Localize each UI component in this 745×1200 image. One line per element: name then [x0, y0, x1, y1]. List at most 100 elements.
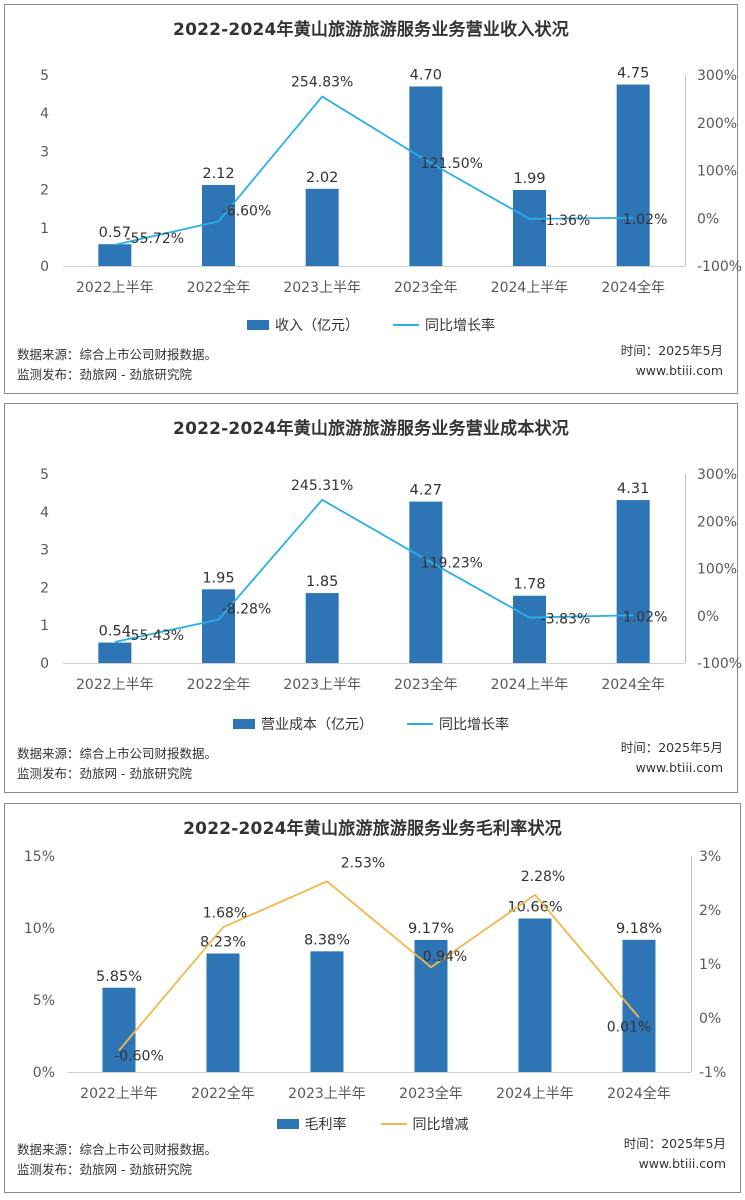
bar [622, 939, 656, 1072]
revenue-chart-panel: 2022-2024年黄山旅游旅游服务业务营业收入状况 0 1 2 3 4 5 -100% 0%… [4, 4, 742, 394]
x-tick-label: 2022全年 [191, 1085, 255, 1102]
y2-tick-label: 1% [699, 957, 721, 973]
y-tick-label: 3 [40, 144, 49, 160]
line-data-label: 254.83% [291, 75, 353, 91]
x-tick-label: 2024全年 [601, 676, 665, 693]
bar-data-label: 4.31 [617, 481, 649, 497]
line-data-label: -3.83% [541, 612, 591, 628]
series-line [114, 498, 634, 643]
y2-tick-label: -100% [697, 656, 742, 672]
meta-note: 时间：2025年5月 www.btiii.com [624, 1134, 726, 1174]
legend-line-label: 同比增减 [412, 1117, 469, 1133]
legend-bar-label: 营业成本（亿元） [261, 717, 373, 733]
bar [513, 189, 546, 266]
bar-data-label: 1.78 [513, 577, 545, 593]
bar-data-label: 5.85% [96, 969, 142, 985]
legend-line-swatch [380, 1123, 407, 1125]
y-tick-label: 1 [40, 221, 49, 237]
bar [98, 642, 132, 663]
bar-data-label: 0.54 [99, 624, 131, 640]
line-data-label: 0.01% [607, 1019, 651, 1035]
x-tick-label: 2024上半年 [491, 280, 569, 296]
y-tick-label: 0 [40, 656, 49, 672]
legend-line-label: 同比增长率 [425, 318, 495, 334]
line-data-label: -6.60% [222, 203, 272, 219]
y2-tick-label: 3% [699, 849, 721, 865]
line-data-label: 2.28% [521, 869, 565, 885]
y2-tick-label: 100% [697, 562, 737, 578]
bar [414, 939, 448, 1072]
legend-bar-swatch [233, 719, 255, 729]
x-tick-label: 2023全年 [394, 676, 458, 693]
x-tick-label: 2022全年 [187, 676, 251, 693]
y-tick-label: 2 [40, 580, 49, 596]
y-tick-label: 1 [40, 618, 49, 634]
bar-data-label: 0.57 [99, 225, 131, 241]
chart-legend: 毛利率 同比增减 [5, 1114, 740, 1134]
chart-title: 2022-2024年黄山旅游旅游服务业务营业收入状况 [173, 20, 569, 40]
bar [616, 500, 650, 663]
bar [513, 595, 546, 663]
time-line: 时间：2025年5月 [620, 343, 723, 358]
margin-chart-svg: 0% 5% 10% 15% -1% 0% 1% 2% 3% 2022上半年 2022全年 2023上半… [24, 849, 726, 1102]
x-tick-label: 2024全年 [607, 1085, 671, 1102]
y-tick-label: 4 [40, 106, 49, 122]
bar-data-label: 4.70 [410, 67, 442, 83]
line-data-label: -8.28% [222, 602, 272, 618]
bar [206, 953, 240, 1072]
site-line: www.btiii.com [635, 760, 723, 775]
line-data-label: 1.02% [623, 212, 667, 228]
bar [202, 185, 235, 266]
y2-tick-label: 0% [697, 609, 719, 625]
bar-data-label: 9.18% [616, 921, 662, 937]
cost-chart-panel: 2022-2024年黄山旅游旅游服务业务营业成本状况 0 1 2 3 4 5 -100% 0%… [4, 403, 742, 793]
site-line: www.btiii.com [638, 1156, 726, 1171]
bar-data-label: 9.17% [408, 921, 454, 937]
x-tick-label: 2023全年 [394, 279, 458, 296]
line-data-label: -55.72% [126, 231, 184, 247]
x-tick-label: 2023上半年 [283, 280, 361, 296]
y-tick-label: 15% [24, 849, 55, 865]
y-tick-label: 5 [40, 467, 49, 483]
legend-bar-swatch [276, 1119, 299, 1129]
bar [202, 589, 235, 663]
source-line: 数据来源：综合上市公司财报数据。 [17, 1142, 218, 1157]
chart-legend: 收入（亿元） 同比增长率 [5, 315, 737, 335]
line-data-label: 121.50% [421, 156, 483, 172]
revenue-chart-svg: 0 1 2 3 4 5 -100% 0% 100% 200% 300% 2022上半年 2022全年 20… [40, 66, 742, 296]
source-note: 数据来源：综合上市公司财报数据。 监测发布：劲旅网 - 劲旅研究院 [17, 345, 217, 385]
source-note: 数据来源：综合上市公司财报数据。 监测发布：劲旅网 - 劲旅研究院 [17, 744, 217, 784]
publisher-line: 监测发布：劲旅网 - 劲旅研究院 [17, 766, 192, 781]
y2-tick-label: 0% [699, 1011, 721, 1027]
bar-data-label: 1.99 [513, 171, 545, 187]
bar-data-label: 8.23% [200, 934, 246, 950]
x-tick-label: 2022上半年 [76, 677, 154, 693]
x-tick-label: 2024上半年 [496, 1086, 574, 1102]
y2-tick-label: 200% [697, 116, 737, 132]
line-data-label: 1.68% [203, 905, 247, 921]
meta-note: 时间：2025年5月 www.btiii.com [621, 341, 723, 381]
y-tick-label: 4 [40, 505, 49, 521]
source-note: 数据来源：综合上市公司财报数据。 监测发布：劲旅网 - 劲旅研究院 [17, 1140, 217, 1180]
line-data-label: 119.23% [421, 555, 483, 571]
bar [310, 951, 344, 1072]
source-line: 数据来源：综合上市公司财报数据。 [17, 347, 218, 362]
y2-tick-label: -1% [699, 1065, 726, 1081]
y2-tick-label: 300% [697, 467, 737, 483]
chart-legend: 营业成本（亿元） 同比增长率 [5, 714, 737, 734]
y2-tick-label: 2% [699, 903, 721, 919]
bar [102, 987, 136, 1072]
cost-chart-svg: 0 1 2 3 4 5 -100% 0% 100% 200% 300% 2022上半年 2022全年 20… [40, 467, 742, 693]
y-tick-label: 5% [33, 993, 55, 1009]
bar-data-label: 2.02 [306, 170, 338, 186]
x-tick-label: 2022上半年 [76, 280, 154, 296]
line-data-label: 2.53% [341, 855, 385, 871]
line-data-label: 245.31% [291, 478, 353, 494]
y2-tick-label: 300% [697, 68, 737, 84]
y-tick-label: 0% [33, 1065, 55, 1081]
y2-tick-label: 0% [697, 211, 719, 227]
bar [616, 84, 650, 266]
chart-title: 2022-2024年黄山旅游旅游服务业务毛利率状况 [183, 819, 562, 839]
y-tick-label: 5 [40, 68, 49, 84]
publisher-line: 监测发布：劲旅网 - 劲旅研究院 [17, 367, 192, 382]
